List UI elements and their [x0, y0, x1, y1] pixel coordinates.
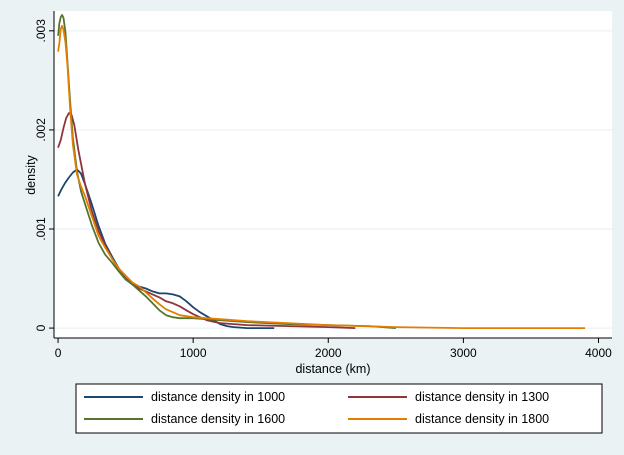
y-tick-label: 0	[34, 324, 48, 331]
plot-area	[54, 11, 612, 338]
x-tick-label: 2000	[315, 346, 342, 360]
y-ticks: 0 .001 .002 .003	[34, 19, 54, 331]
x-tick-label: 4000	[585, 346, 612, 360]
legend-box	[75, 383, 603, 434]
legend-label-1800: distance density in 1800	[415, 412, 549, 426]
x-tick-label: 1000	[180, 346, 207, 360]
x-axis-title: distance (km)	[295, 362, 370, 376]
series-lines	[57, 14, 585, 330]
y-axis-title: density	[24, 154, 38, 194]
x-tick-label: 3000	[450, 346, 477, 360]
legend: distance density in 1000 distance densit…	[75, 383, 603, 434]
y-tick-label: .001	[34, 217, 48, 241]
axes	[53, 11, 612, 339]
x-tick-label: 0	[55, 346, 62, 360]
y-tick-label: .003	[34, 19, 48, 43]
legend-label-1300: distance density in 1300	[415, 390, 549, 404]
x-ticks: 0 1000 2000 3000 4000	[55, 338, 612, 360]
legend-label-1000: distance density in 1000	[151, 390, 285, 404]
legend-label-1600: distance density in 1600	[151, 412, 285, 426]
y-tick-label: .002	[34, 118, 48, 142]
series-line-4	[57, 24, 585, 330]
